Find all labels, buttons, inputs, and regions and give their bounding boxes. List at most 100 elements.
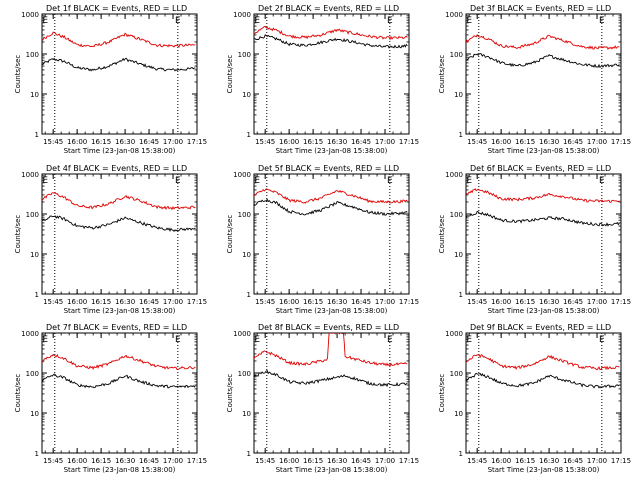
y-tick-label: 10 <box>242 251 251 259</box>
panel-3: Det 3f BLACK = Events, RED = LLD 1 10 100 10… <box>438 4 631 155</box>
x-tick-label: 16:15 <box>91 457 111 465</box>
event-marker-label: E <box>175 176 181 186</box>
x-tick-label: 16:45 <box>563 298 583 306</box>
event-marker-label: E <box>254 176 260 186</box>
panel-2: Det 2f BLACK = Events, RED = LLD 1 10 100 10… <box>226 4 419 155</box>
y-axis-title: Counts/sec <box>438 374 446 413</box>
x-axis-title: Start Time (23-Jan-08 15:38:00) <box>488 466 600 474</box>
x-tick-label: 17:15 <box>611 138 631 146</box>
lld-series-line <box>466 33 620 50</box>
x-tick-label: 16:00 <box>67 457 87 465</box>
y-tick-label: 1000 <box>233 171 251 179</box>
y-tick-label: 10 <box>30 251 39 259</box>
x-tick-label: 17:00 <box>163 298 183 306</box>
plot-frame <box>41 13 198 135</box>
x-tick-label: 16:45 <box>563 457 583 465</box>
x-tick-label: 16:15 <box>91 298 111 306</box>
panel-title: Det 5f BLACK = Events, RED = LLD <box>258 164 399 173</box>
panel-1: Det 1f BLACK = Events, RED = LLD 1 10 100 10… <box>14 4 207 155</box>
x-tick-label: 17:00 <box>375 457 395 465</box>
x-axis-title: Start Time (23-Jan-08 15:38:00) <box>64 147 176 155</box>
y-tick-label: 100 <box>238 51 251 59</box>
y-tick-label: 100 <box>238 211 251 219</box>
x-tick-label: 15:45 <box>255 298 275 306</box>
lld-series-line <box>42 353 196 371</box>
panel-4: Det 4f BLACK = Events, RED = LLD 1 10 100 10… <box>14 164 207 315</box>
x-tick-label: 16:30 <box>115 138 135 146</box>
event-marker-label: E <box>42 176 48 186</box>
x-tick-label: 15:45 <box>43 457 63 465</box>
plot-frame <box>253 173 410 295</box>
events-series-line <box>42 215 196 233</box>
panel-title: Det 8f BLACK = Events, RED = LLD <box>258 323 399 332</box>
events-series-line <box>254 198 408 217</box>
x-tick-label: 16:45 <box>139 298 159 306</box>
lld-series-line <box>466 188 620 203</box>
x-axis-title: Start Time (23-Jan-08 15:38:00) <box>276 147 388 155</box>
y-tick-label: 1 <box>247 450 251 458</box>
x-axis-title: Start Time (23-Jan-08 15:38:00) <box>488 147 600 155</box>
x-tick-label: 17:15 <box>399 138 419 146</box>
y-tick-label: 1 <box>35 131 39 139</box>
events-series-line <box>466 372 620 389</box>
y-tick-label: 1000 <box>445 330 463 338</box>
events-series-line <box>254 370 408 388</box>
events-series-line <box>466 210 620 227</box>
y-tick-label: 1 <box>247 291 251 299</box>
x-tick-label: 16:15 <box>303 138 323 146</box>
x-axis-title: Start Time (23-Jan-08 15:38:00) <box>64 307 176 315</box>
x-tick-label: 17:00 <box>163 457 183 465</box>
x-tick-label: 16:30 <box>327 138 347 146</box>
event-marker-label: E <box>466 16 472 26</box>
panel-title: Det 4f BLACK = Events, RED = LLD <box>46 164 187 173</box>
y-axis-title: Counts/sec <box>438 55 446 94</box>
x-tick-label: 16:15 <box>303 298 323 306</box>
events-series-line <box>254 34 408 49</box>
x-tick-label: 16:45 <box>351 457 371 465</box>
panel-title: Det 7f BLACK = Events, RED = LLD <box>46 323 187 332</box>
event-marker-label: E <box>387 16 393 26</box>
x-tick-label: 16:30 <box>115 457 135 465</box>
y-axis-title: Counts/sec <box>226 215 234 254</box>
y-tick-label: 10 <box>454 410 463 418</box>
panel-8: Det 8f BLACK = Events, RED = LLD 1 10 100 10… <box>226 323 419 474</box>
x-tick-label: 17:15 <box>187 457 207 465</box>
x-tick-label: 16:15 <box>515 298 535 306</box>
event-marker-label: E <box>175 335 181 345</box>
x-tick-label: 16:00 <box>279 457 299 465</box>
x-tick-label: 15:45 <box>467 138 487 146</box>
x-tick-label: 17:15 <box>611 457 631 465</box>
lld-series-line <box>42 31 196 48</box>
panel-title: Det 3f BLACK = Events, RED = LLD <box>470 4 611 13</box>
event-marker-label: E <box>42 335 48 345</box>
panel-7: Det 7f BLACK = Events, RED = LLD 1 10 100 10… <box>14 323 207 474</box>
x-tick-label: 16:15 <box>515 138 535 146</box>
event-marker-label: E <box>254 16 260 26</box>
y-tick-label: 10 <box>30 410 39 418</box>
event-marker-label: E <box>599 16 605 26</box>
x-tick-label: 16:00 <box>67 298 87 306</box>
panel-title: Det 1f BLACK = Events, RED = LLD <box>46 4 187 13</box>
x-tick-label: 16:45 <box>139 457 159 465</box>
x-tick-label: 16:45 <box>139 138 159 146</box>
x-tick-label: 17:00 <box>375 298 395 306</box>
x-tick-label: 17:15 <box>187 138 207 146</box>
lld-series-line <box>42 191 196 211</box>
event-marker-label: E <box>387 335 393 345</box>
x-tick-label: 17:00 <box>587 138 607 146</box>
event-marker-label: E <box>42 16 48 26</box>
y-axis-title: Counts/sec <box>438 215 446 254</box>
panel-5: Det 5f BLACK = Events, RED = LLD 1 10 100 10… <box>226 164 419 315</box>
x-axis-title: Start Time (23-Jan-08 15:38:00) <box>488 307 600 315</box>
y-tick-label: 100 <box>26 51 39 59</box>
y-axis-title: Counts/sec <box>14 215 22 254</box>
event-marker-label: E <box>466 335 472 345</box>
plot-frame <box>465 173 622 295</box>
plot-frame <box>41 173 198 295</box>
x-tick-label: 16:45 <box>563 138 583 146</box>
x-tick-label: 15:45 <box>255 457 275 465</box>
x-tick-label: 15:45 <box>43 138 63 146</box>
y-tick-label: 10 <box>242 91 251 99</box>
panel-title: Det 9f BLACK = Events, RED = LLD <box>470 323 611 332</box>
